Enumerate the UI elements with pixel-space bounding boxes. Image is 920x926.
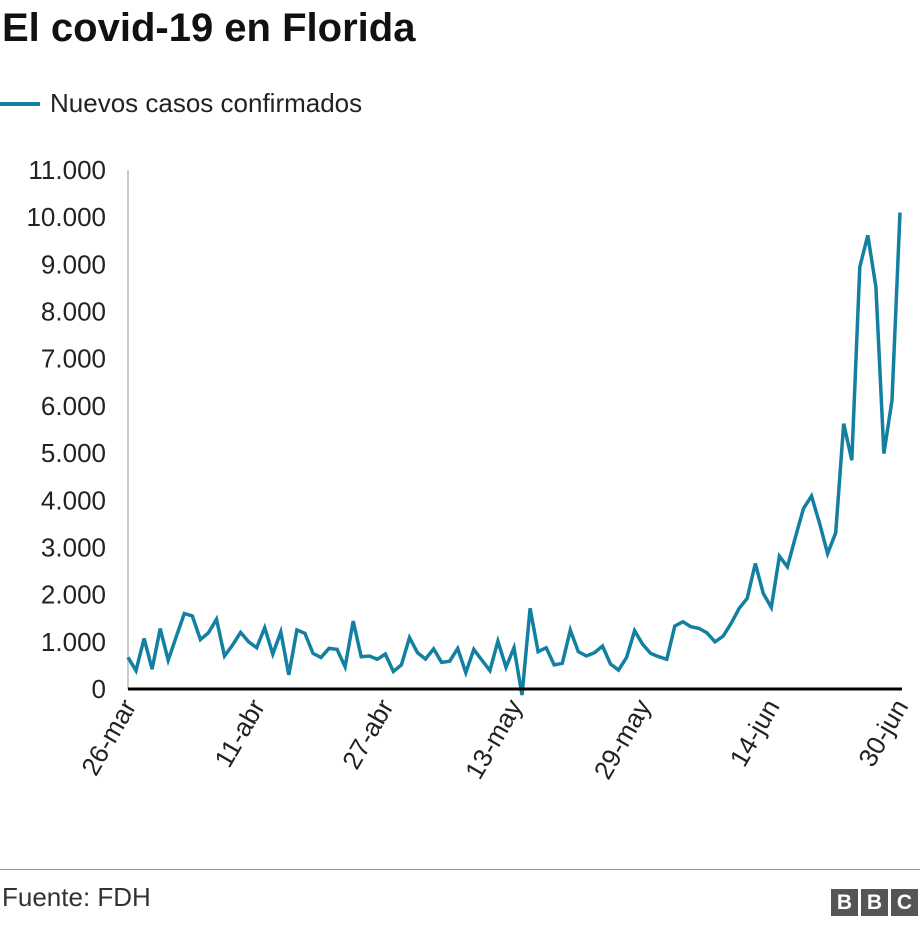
y-tick-label: 7.000 — [41, 344, 106, 374]
bbc-logo-letter: B — [831, 889, 858, 916]
x-tick-label: 27-abr — [336, 694, 400, 774]
y-tick-label: 4.000 — [41, 485, 106, 515]
footer-divider — [0, 869, 920, 870]
x-tick-label: 14-jun — [723, 694, 785, 772]
y-tick-label: 6.000 — [41, 391, 106, 421]
legend-swatch — [0, 101, 40, 106]
x-tick-label: 26-mar — [75, 694, 142, 781]
legend-label: Nuevos casos confirmados — [50, 88, 363, 118]
y-tick-label: 3.000 — [41, 532, 106, 562]
y-tick-label: 2.000 — [41, 580, 106, 610]
y-tick-label: 11.000 — [28, 155, 106, 185]
x-tick-label: 30-jun — [852, 694, 914, 772]
y-tick-label: 5.000 — [41, 438, 106, 468]
bbc-logo-letter: B — [861, 889, 888, 916]
bbc-logo: B B C — [831, 889, 918, 916]
y-tick-label: 9.000 — [41, 249, 106, 279]
legend: Nuevos casos confirmados — [0, 88, 362, 119]
series-line-nuevos-casos — [126, 212, 902, 696]
y-tick-label: 0 — [92, 674, 106, 704]
y-tick-label: 10.000 — [26, 202, 106, 232]
source-note: Fuente: FDH — [2, 882, 151, 912]
y-tick-label: 1.000 — [41, 627, 106, 657]
bbc-logo-letter: C — [891, 889, 918, 916]
x-tick-label: 29-may — [588, 694, 657, 784]
x-tick-label: 13-may — [459, 694, 528, 784]
y-tick-label: 8.000 — [41, 297, 106, 327]
x-tick-label: 11-abr — [208, 694, 271, 773]
chart-title: El covid-19 en Florida — [2, 6, 416, 50]
